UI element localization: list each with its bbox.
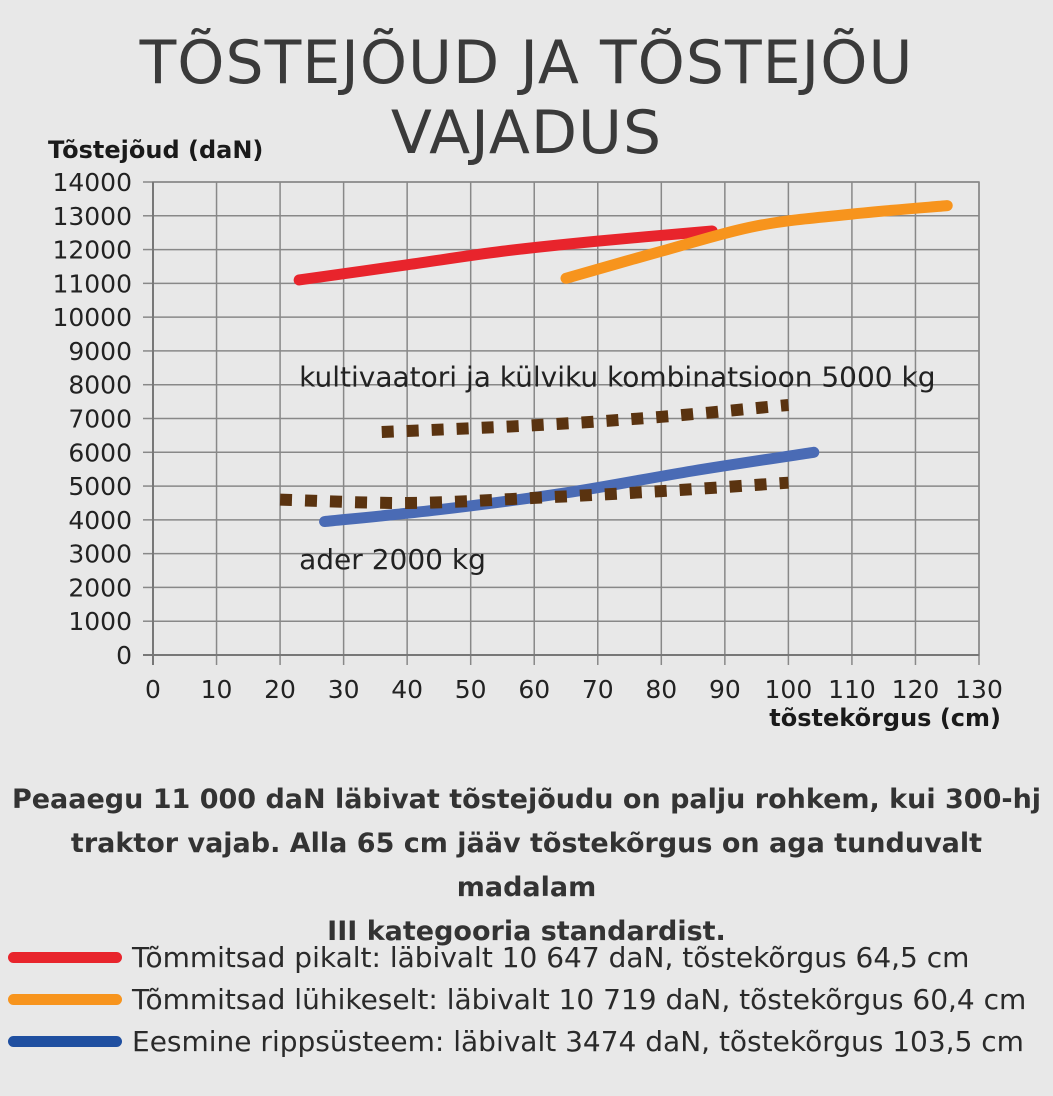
- x-tick-label: 100: [765, 675, 813, 704]
- chart-annotation: ader 2000 kg: [299, 543, 486, 576]
- caption-line: III kategooria standardist.: [327, 916, 726, 947]
- legend-swatch-orange: [8, 993, 122, 1005]
- y-axis-label: Tõstejõud (daN): [48, 136, 263, 164]
- y-tick-label: 2000: [68, 573, 132, 602]
- y-tick-label: 5000: [68, 472, 132, 501]
- series-line-dotted-lower: [279, 476, 789, 509]
- x-tick-label: 0: [145, 675, 161, 704]
- x-tick-label: 130: [955, 675, 1003, 704]
- line-chart: 0100020003000400050006000700080009000100…: [48, 136, 1003, 732]
- y-tick-label: 11000: [52, 269, 132, 298]
- x-axis-label: tõstekõrgus (cm): [769, 704, 1001, 732]
- x-tick-label: 60: [518, 675, 550, 704]
- caption-line: Peaaegu 11 000 daN läbivat tõstejõudu on…: [11, 784, 1042, 815]
- y-tick-label: 14000: [52, 168, 132, 197]
- y-tick-label: 7000: [68, 405, 132, 434]
- x-tick-label: 20: [264, 675, 296, 704]
- axes: [143, 181, 980, 665]
- y-tick-label: 6000: [68, 438, 132, 467]
- legend-item: Tõmmitsad lühikeselt: läbivalt 10 719 da…: [8, 978, 1048, 1020]
- legend-item: Eesmine rippsüsteem: läbivalt 3474 daN, …: [8, 1020, 1048, 1062]
- x-tick-label: 70: [582, 675, 614, 704]
- legend-item: Tõmmitsad pikalt: läbivalt 10 647 daN, t…: [8, 936, 1048, 978]
- series-line-red: [293, 225, 718, 286]
- caption: Peaaegu 11 000 daN läbivat tõstejõudu on…: [10, 778, 1043, 954]
- y-tick-label: 13000: [52, 202, 132, 231]
- legend-label: Tõmmitsad pikalt: läbivalt 10 647 daN, t…: [132, 940, 970, 974]
- y-tick-label: 4000: [68, 506, 132, 535]
- x-tick-label: 30: [328, 675, 360, 704]
- caption-line: traktor vajab. Alla 65 cm jääv tõstekõrg…: [70, 828, 983, 903]
- tick-labels: 0100020003000400050006000700080009000100…: [52, 168, 1002, 704]
- chart-annotation: kultivaatori ja külviku kombinatsioon 50…: [299, 360, 935, 393]
- page-title: TÕSTEJÕUD JA TÕSTEJÕU VAJADUS: [139, 28, 914, 168]
- x-tick-label: 110: [828, 675, 876, 704]
- series-line-orange: [560, 200, 953, 284]
- legend-swatch-blue: [8, 1035, 122, 1047]
- x-tick-label: 90: [709, 675, 741, 704]
- y-tick-label: 8000: [68, 371, 132, 400]
- y-tick-label: 0: [116, 641, 132, 670]
- legend-swatch-red: [8, 951, 122, 963]
- y-tick-label: 1000: [68, 607, 132, 636]
- legend-label: Eesmine rippsüsteem: läbivalt 3474 daN, …: [132, 1024, 1024, 1058]
- x-tick-label: 120: [892, 675, 940, 704]
- annotations: kultivaatori ja külviku kombinatsioon 50…: [299, 360, 935, 575]
- x-tick-label: 50: [455, 675, 487, 704]
- y-tick-label: 10000: [52, 303, 132, 332]
- x-tick-label: 10: [201, 675, 233, 704]
- y-tick-label: 9000: [68, 337, 132, 366]
- y-tick-label: 3000: [68, 540, 132, 569]
- legend-label: Tõmmitsad lühikeselt: läbivalt 10 719 da…: [132, 982, 1027, 1016]
- legend: Tõmmitsad pikalt: läbivalt 10 647 daN, t…: [8, 936, 1048, 1062]
- x-tick-label: 80: [645, 675, 677, 704]
- x-tick-label: 40: [391, 675, 423, 704]
- series-layer: [279, 200, 953, 528]
- y-tick-label: 12000: [52, 236, 132, 265]
